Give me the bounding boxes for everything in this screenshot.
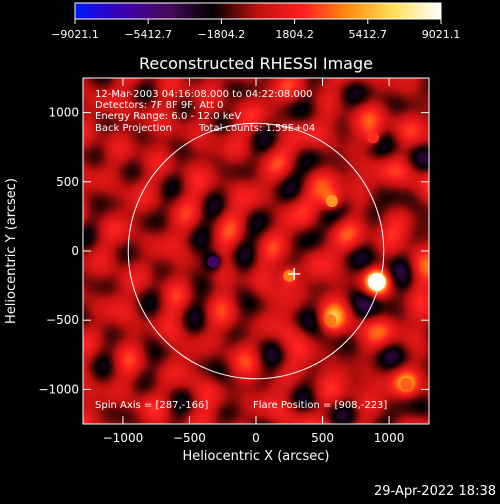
- flare-source-mark: [367, 272, 386, 291]
- colorbar-tick-label: −9021.1: [51, 28, 99, 41]
- y-tick-label: 500: [56, 175, 79, 189]
- y-tick-label: 0: [71, 244, 79, 258]
- source-mark: [283, 269, 296, 282]
- source-mark: [325, 195, 338, 208]
- annotation-total-counts: Total counts: 1.59E+04: [198, 123, 315, 134]
- x-tick-label: −1000: [103, 431, 144, 445]
- source-mark: [400, 377, 413, 390]
- source-mark: [324, 314, 337, 327]
- colorbar-tick-label: 1804.2: [275, 28, 314, 41]
- source-mark: [367, 131, 380, 144]
- axis-ticks: −1000 −500 0 500 1000 1000 500 0 −500 −1000: [38, 78, 429, 445]
- x-tick-label: 500: [311, 431, 334, 445]
- colorbar-ticks: −9021.1 −5412.7 −1804.2 1804.2 5412.7 9021.1: [51, 19, 460, 41]
- annotation-spin-axis: Spin Axis = [287,-166]: [95, 400, 208, 411]
- x-axis-label: Heliocentric X (arcsec): [183, 449, 330, 464]
- x-tick-label: 1000: [374, 431, 405, 445]
- colorbar-tick-label: 9021.1: [422, 28, 461, 41]
- chart-title: Reconstructed RHESSI Image: [139, 54, 373, 73]
- y-tick-label: −1000: [38, 382, 79, 396]
- annotation-time-range: 12-Mar-2003 04:16:08.000 to 04:22:08.000: [95, 89, 313, 100]
- annotation-flare-position: Flare Position = [908,-223]: [253, 400, 387, 411]
- colorbar-tick-label: −1804.2: [198, 28, 246, 41]
- colorbar-gradient: [74, 2, 442, 20]
- solar-limb-circle: [127, 122, 385, 380]
- spin-axis-cross-marker: [288, 267, 301, 280]
- y-axis-label: Heliocentric Y (arcsec): [4, 178, 19, 324]
- x-tick-label: 0: [252, 431, 260, 445]
- annotation-method: Back Projection: [95, 123, 172, 134]
- annotation-energy-range: Energy Range: 6.0 - 12.0 keV: [95, 111, 241, 122]
- colorbar-tick-label: 5412.7: [349, 28, 388, 41]
- source-mark: [207, 256, 220, 269]
- y-tick-label: −500: [46, 313, 79, 327]
- x-tick-label: −500: [173, 431, 206, 445]
- colorbar-tick-label: −5412.7: [124, 28, 172, 41]
- y-tick-label: 1000: [48, 106, 79, 120]
- plot-area: −1000 −500 0 500 1000 1000 500 0 −500 −1000 12-Ma…: [38, 77, 430, 445]
- footer-date: 29-Apr-2022 18:38: [374, 484, 496, 499]
- annotation-detectors: Detectors: 7F 8F 9F, Att 0: [95, 100, 223, 111]
- colorbar: −9021.1 −5412.7 −1804.2 1804.2 5412.7 9021.1: [51, 2, 460, 41]
